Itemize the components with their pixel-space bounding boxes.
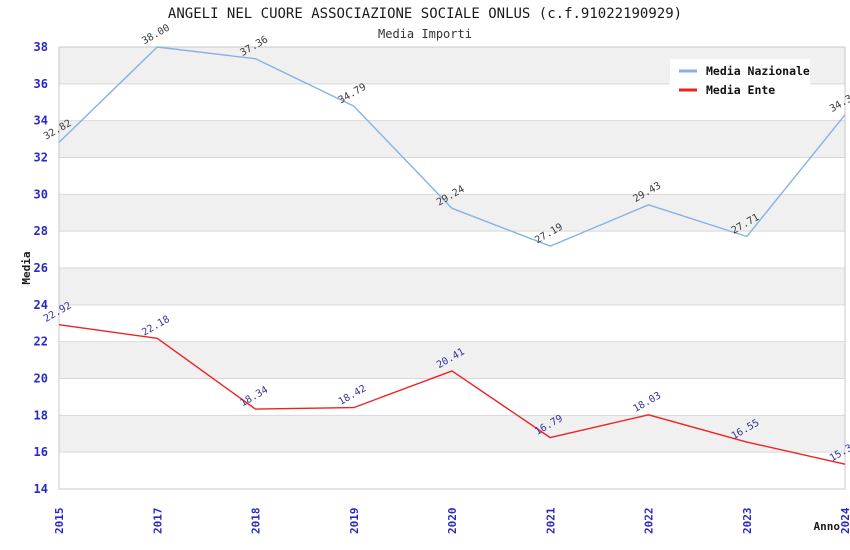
series-line-media-nazionale bbox=[58, 46, 846, 247]
point-label: 34.79 bbox=[337, 82, 369, 107]
plot-border bbox=[58, 46, 846, 490]
point-label: 18.03 bbox=[631, 390, 663, 415]
x-tick-label: 2024 bbox=[839, 507, 850, 534]
y-tick-label: 32 bbox=[34, 151, 48, 165]
chart-title: ANGELI NEL CUORE ASSOCIAZIONE SOCIALE ON… bbox=[167, 6, 683, 22]
plot-band bbox=[59, 415, 845, 453]
y-tick-label: 18 bbox=[34, 408, 48, 422]
x-tick-label: 2018 bbox=[250, 508, 263, 535]
y-tick-label: 26 bbox=[34, 261, 48, 275]
x-tick-label: 2015 bbox=[53, 508, 66, 535]
series-line-media-ente bbox=[58, 324, 846, 465]
legend-label: Media Nazionale bbox=[706, 64, 810, 78]
legend-label: Media Ente bbox=[706, 83, 775, 97]
point-label: 34.32 bbox=[828, 90, 850, 115]
y-tick-label: 24 bbox=[34, 298, 48, 312]
point-label: 22.18 bbox=[140, 314, 172, 339]
y-tick-label: 30 bbox=[34, 187, 48, 201]
y-tick-label: 20 bbox=[34, 372, 48, 386]
y-tick-label: 34 bbox=[34, 114, 48, 128]
y-axis-title: Media bbox=[20, 251, 33, 284]
x-tick-label: 2017 bbox=[151, 508, 164, 535]
y-tick-label: 14 bbox=[34, 482, 48, 496]
point-label: 18.34 bbox=[238, 385, 270, 410]
x-tick-label: 2019 bbox=[348, 508, 361, 535]
chart-subtitle: Media Importi bbox=[378, 27, 472, 41]
y-tick-label: 36 bbox=[34, 77, 48, 91]
y-tick-label: 28 bbox=[34, 224, 48, 238]
x-axis-title: Anno bbox=[814, 520, 841, 533]
plot-band bbox=[59, 341, 845, 379]
plot-band bbox=[59, 268, 845, 305]
y-tick-label: 16 bbox=[34, 445, 48, 459]
y-tick-label: 22 bbox=[34, 335, 48, 349]
plot-band bbox=[59, 120, 845, 158]
x-tick-label: 2020 bbox=[446, 508, 459, 535]
x-tick-label: 2021 bbox=[544, 507, 557, 534]
x-tick-label: 2022 bbox=[643, 508, 656, 535]
plot-band bbox=[59, 194, 845, 232]
y-tick-label: 38 bbox=[34, 40, 48, 54]
x-tick-label: 2023 bbox=[741, 508, 754, 535]
legend-box bbox=[670, 59, 810, 104]
